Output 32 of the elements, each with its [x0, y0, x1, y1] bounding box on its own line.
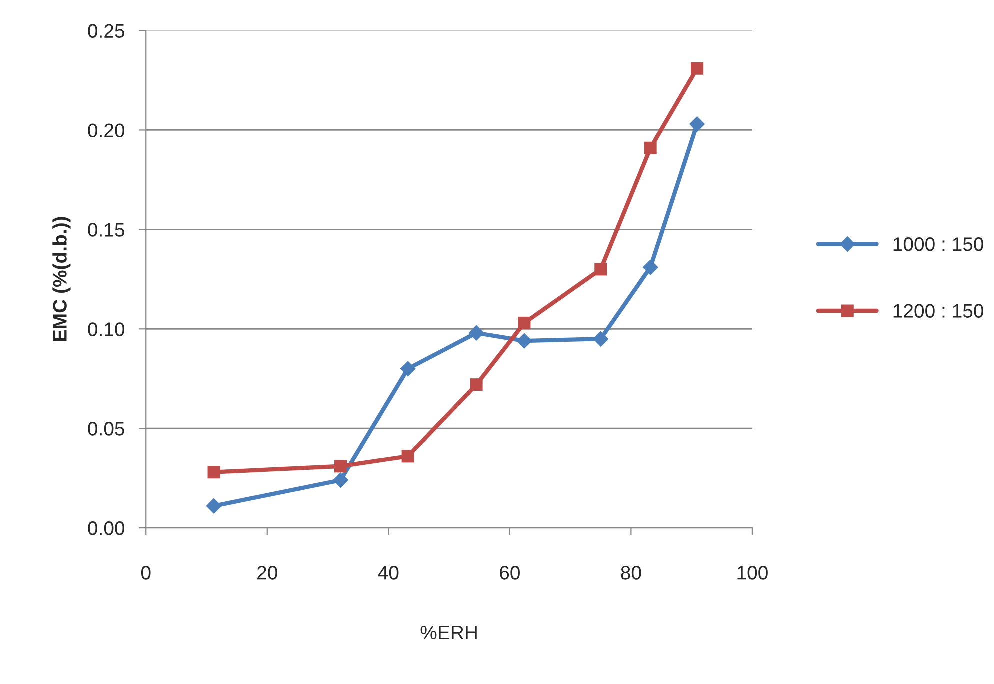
x-tick-label: 80 [621, 566, 642, 580]
point [644, 142, 657, 154]
point [516, 333, 532, 349]
x-tick-label: 40 [378, 566, 399, 580]
point [208, 466, 220, 479]
legend-label: 1000 : 150 [894, 237, 984, 252]
y-tick-label: 0.25 [88, 24, 124, 38]
point [594, 263, 608, 276]
point [689, 116, 706, 132]
x-tick-label: 0 [141, 566, 151, 580]
legend-label: 1200 : 150 [894, 304, 984, 318]
y-tick-label: 0.05 [88, 422, 124, 436]
y-axis-title: EMC (%(d.b.)) [52, 217, 71, 342]
x-tick-label: 60 [500, 566, 520, 580]
point [468, 325, 484, 341]
x-tick-label: 100 [738, 566, 768, 580]
point [334, 460, 348, 473]
y-tick-label: 0.15 [88, 223, 124, 237]
x-axis-title: %ERH [420, 626, 477, 640]
point [206, 498, 222, 514]
x-tick-label: 20 [258, 566, 278, 580]
y-tick-label: 0.20 [88, 124, 125, 138]
y-tick-label: 0.10 [88, 322, 125, 336]
point [402, 450, 414, 463]
point [470, 378, 483, 392]
point [642, 260, 658, 276]
point [691, 62, 704, 75]
y-tick-label: 0.00 [88, 522, 125, 536]
point [593, 331, 609, 347]
point [332, 472, 349, 488]
point [518, 316, 531, 330]
point [400, 361, 416, 377]
